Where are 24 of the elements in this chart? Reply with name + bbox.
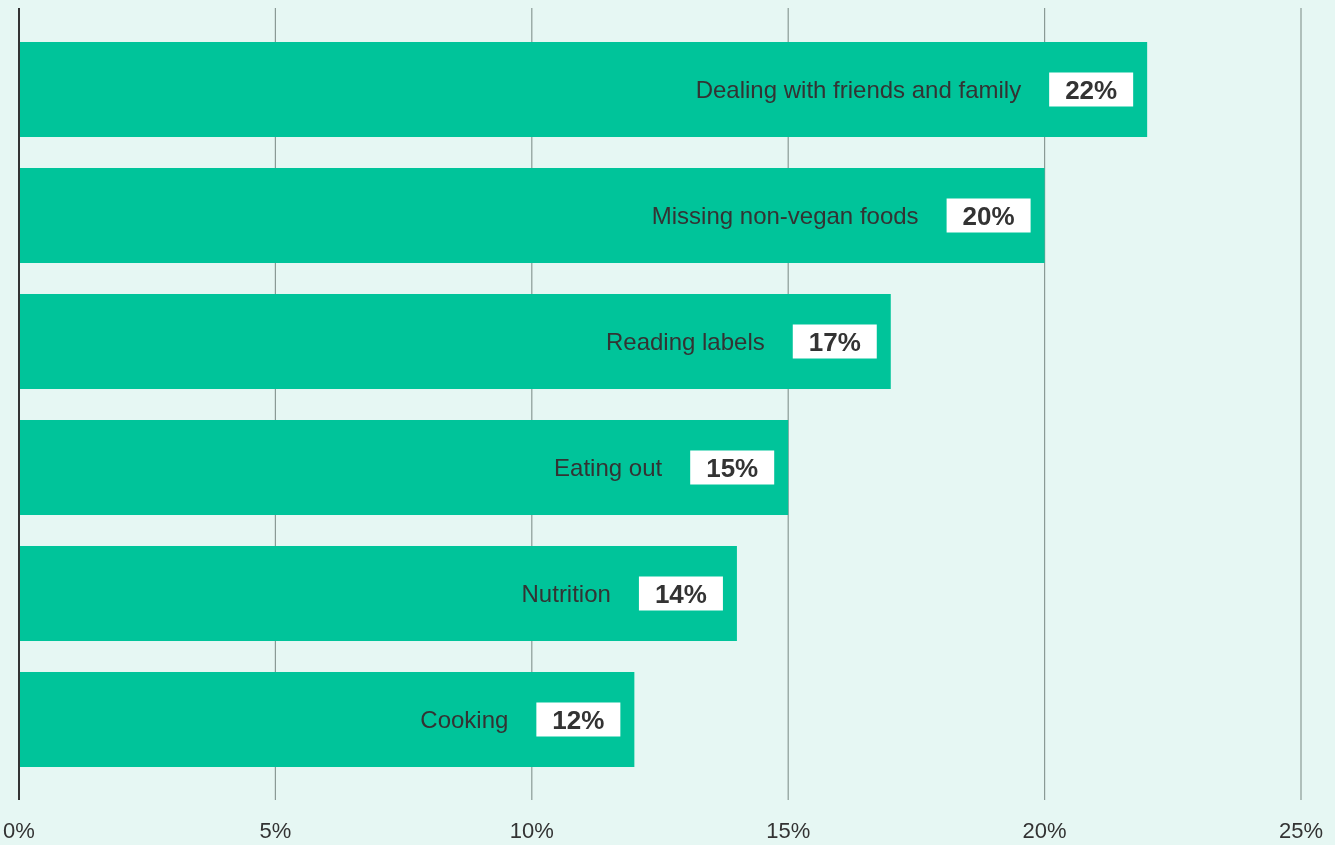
x-tick-label: 15%: [766, 818, 811, 843]
bar: [19, 42, 1148, 137]
x-tick-label: 0%: [3, 818, 35, 843]
y-tick-label: Eating out: [554, 454, 663, 482]
bar: [19, 420, 789, 515]
data-label: 20%: [962, 200, 1015, 231]
x-tick-label: 5%: [259, 818, 292, 843]
data-label: 22%: [1065, 74, 1118, 105]
bar: [19, 294, 891, 389]
bar: [19, 672, 635, 767]
bar: [19, 168, 1045, 263]
y-tick-label: Nutrition: [521, 580, 611, 608]
y-tick-label: Missing non-vegan foods: [651, 202, 919, 230]
x-tick-label: 25%: [1278, 818, 1324, 843]
data-label: 15%: [706, 452, 759, 483]
x-tick-label: 10%: [509, 818, 554, 843]
data-label: 14%: [654, 578, 707, 609]
bar: [19, 546, 737, 641]
data-label: 17%: [808, 326, 861, 357]
y-tick-label: Cooking: [420, 706, 509, 734]
y-tick-label: Reading labels: [605, 328, 765, 356]
y-tick-label: Dealing with friends and family: [695, 76, 1022, 104]
data-label: 12%: [552, 704, 605, 735]
x-tick-label: 20%: [1022, 818, 1067, 843]
